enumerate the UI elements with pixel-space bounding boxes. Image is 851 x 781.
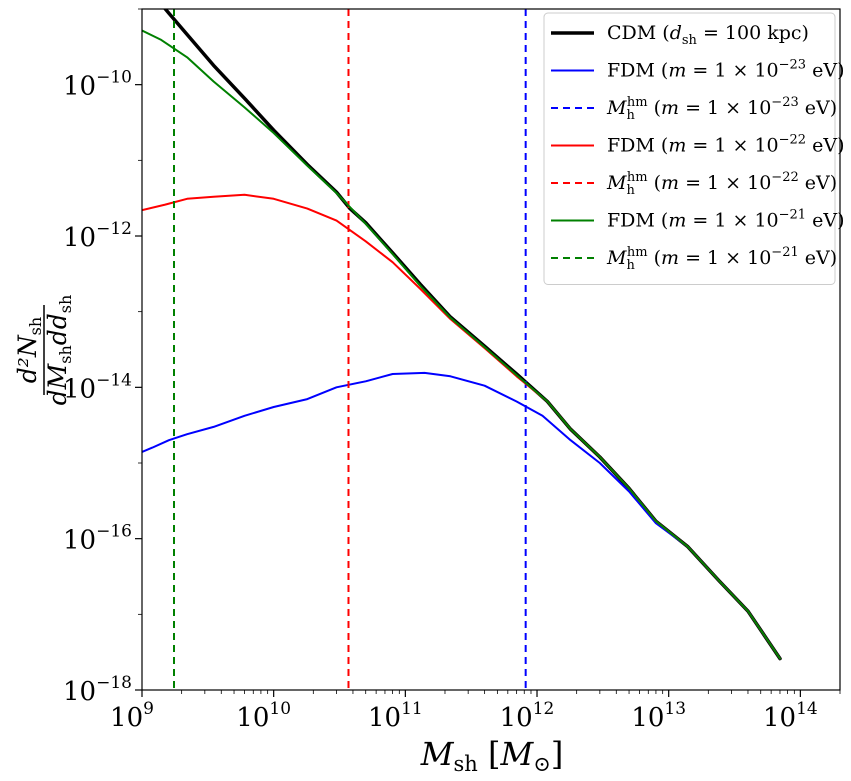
legend-label-6: FDM (m = 1 × 10−21 eV) (607, 208, 844, 232)
series-6-line (142, 29, 781, 660)
legend-label-5: Mhhm (m = 1 × 10−22 eV) (606, 170, 837, 198)
x-axis: 109 1010 1011 1012 1013 1014 (110, 690, 841, 733)
y-tick-label: 10−12 (63, 219, 132, 253)
y-tick-label: 10−16 (63, 522, 132, 556)
legend-label-1: CDM (dsh = 100 kpc) (607, 22, 809, 48)
series-2-line (142, 371, 781, 660)
legend-label-2: FDM (m = 1 × 10−23 eV) (607, 58, 844, 82)
x-axis-title: Msh [M⊙] (420, 735, 564, 776)
x-tick-label: 1010 (236, 699, 291, 733)
y-tick-label: 10−14 (63, 370, 132, 404)
y-axis-title: d²Nsh dMshddsh (13, 295, 75, 406)
x-tick-label: 1013 (631, 699, 686, 733)
plot-frame (141, 8, 841, 691)
legend: CDM (dsh = 100 kpc) FDM (m = 1 × 10−23 eV… (543, 12, 844, 285)
legend-label-4: FDM (m = 1 × 10−22 eV) (607, 133, 844, 157)
x-tick-label: 1011 (368, 699, 423, 733)
y-tick-label: 10−18 (63, 673, 132, 707)
legend-frame (543, 12, 836, 285)
y-axis-title-denominator: dMshddsh (43, 295, 75, 406)
y-axis: 10−18 10−16 10−14 10−12 10−10 (63, 8, 142, 707)
series-layer (142, 9, 782, 690)
y-tick-label: 10−10 (63, 68, 132, 102)
x-tick-label: 109 (110, 699, 154, 733)
y-axis-title-numerator: d²Nsh (13, 317, 45, 383)
x-tick-label: 1012 (500, 699, 555, 733)
legend-label-3: Mhhm (m = 1 × 10−23 eV) (606, 95, 837, 123)
legend-label-7: Mhhm (m = 1 × 10−21 eV) (606, 245, 837, 273)
x-tick-label: 1014 (763, 699, 818, 733)
